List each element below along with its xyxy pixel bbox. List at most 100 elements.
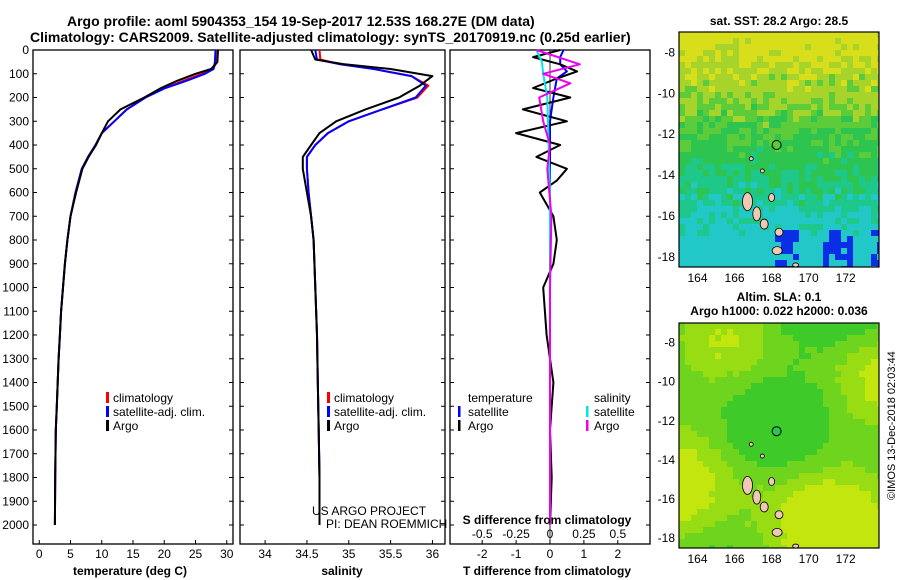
map-cell bbox=[799, 62, 805, 68]
map-cell bbox=[679, 206, 685, 212]
map-cell bbox=[781, 443, 787, 449]
map-cell bbox=[769, 389, 775, 395]
map-cell bbox=[793, 353, 799, 359]
map-cell bbox=[793, 497, 799, 503]
map-cell bbox=[697, 38, 703, 44]
map-cell bbox=[733, 503, 739, 509]
map-cell bbox=[691, 80, 697, 86]
map-cell bbox=[799, 335, 805, 341]
map-cell bbox=[739, 509, 745, 515]
map-cell bbox=[805, 92, 811, 98]
map-cell bbox=[739, 92, 745, 98]
map-cell bbox=[757, 38, 763, 44]
map-cell bbox=[811, 38, 817, 44]
map-cell bbox=[769, 455, 775, 461]
map-cell bbox=[811, 122, 817, 128]
map-cell bbox=[757, 383, 763, 389]
map-cell bbox=[847, 236, 853, 242]
map-cell bbox=[697, 44, 703, 50]
map-cell bbox=[679, 455, 685, 461]
map-cell bbox=[817, 188, 823, 194]
map-cell bbox=[859, 395, 865, 401]
map-cell bbox=[787, 86, 793, 92]
map-cell bbox=[841, 533, 847, 539]
map-cell bbox=[691, 218, 697, 224]
argo-position-marker bbox=[771, 426, 782, 437]
x-tick-label: 15 bbox=[126, 547, 140, 561]
map-cell bbox=[697, 449, 703, 455]
map-cell bbox=[697, 98, 703, 104]
map-cell bbox=[859, 98, 865, 104]
map-cell bbox=[841, 509, 847, 515]
map-cell bbox=[859, 62, 865, 68]
map-cell bbox=[877, 491, 879, 497]
map-cell bbox=[697, 401, 703, 407]
map-cell bbox=[751, 485, 757, 491]
map-cell bbox=[697, 92, 703, 98]
map-cell bbox=[829, 248, 835, 254]
map-cell bbox=[751, 335, 757, 341]
map-cell bbox=[859, 335, 865, 341]
map-cell bbox=[811, 335, 817, 341]
map-cell bbox=[781, 377, 787, 383]
map-cell bbox=[823, 419, 829, 425]
map-cell bbox=[727, 383, 733, 389]
map-cell bbox=[859, 116, 865, 122]
map-cell bbox=[757, 479, 763, 485]
map-cell bbox=[847, 110, 853, 116]
map-cell bbox=[715, 407, 721, 413]
map-cell bbox=[685, 182, 691, 188]
map-cell bbox=[835, 56, 841, 62]
map-cell bbox=[679, 68, 685, 74]
map-cell bbox=[871, 335, 877, 341]
map-cell bbox=[877, 545, 879, 548]
map-cell bbox=[739, 521, 745, 527]
map-cell bbox=[841, 116, 847, 122]
map-cell bbox=[721, 86, 727, 92]
map-cell bbox=[703, 533, 709, 539]
map-cell bbox=[763, 242, 769, 248]
map-cell bbox=[877, 503, 879, 509]
map-cell bbox=[745, 254, 751, 260]
map-cell bbox=[817, 200, 823, 206]
map-cell bbox=[853, 128, 859, 134]
map-cell bbox=[835, 236, 841, 242]
map-cell bbox=[865, 260, 871, 266]
map-cell bbox=[733, 449, 739, 455]
map-cell bbox=[877, 224, 879, 230]
legend-label: satellite bbox=[594, 405, 635, 419]
map-cell bbox=[865, 116, 871, 122]
map-cell bbox=[685, 443, 691, 449]
map-cell bbox=[709, 383, 715, 389]
depth-tick-label: 600 bbox=[9, 186, 29, 200]
map-cell bbox=[739, 533, 745, 539]
map-cell bbox=[763, 539, 769, 545]
map-cell bbox=[805, 128, 811, 134]
map-cell bbox=[805, 419, 811, 425]
map-cell bbox=[709, 134, 715, 140]
map-cell bbox=[841, 521, 847, 527]
map-cell bbox=[739, 419, 745, 425]
map-cell bbox=[871, 419, 877, 425]
map-cell bbox=[715, 479, 721, 485]
map-cell bbox=[799, 74, 805, 80]
map-cell bbox=[805, 182, 811, 188]
map-cell bbox=[691, 182, 697, 188]
map-cell bbox=[853, 38, 859, 44]
map-cell bbox=[823, 224, 829, 230]
legend-swatch-s-argo bbox=[586, 420, 589, 431]
map-cell bbox=[691, 353, 697, 359]
map-cell bbox=[823, 359, 829, 365]
map-x-tick-label: 166 bbox=[725, 552, 745, 566]
map-cell bbox=[751, 74, 757, 80]
map-cell bbox=[853, 413, 859, 419]
map-cell bbox=[703, 32, 709, 38]
map-cell bbox=[721, 431, 727, 437]
map-cell bbox=[769, 146, 775, 152]
map-cell bbox=[877, 497, 879, 503]
map-cell bbox=[769, 116, 775, 122]
map-cell bbox=[751, 248, 757, 254]
map-cell bbox=[709, 353, 715, 359]
map-cell bbox=[799, 128, 805, 134]
map-cell bbox=[739, 140, 745, 146]
